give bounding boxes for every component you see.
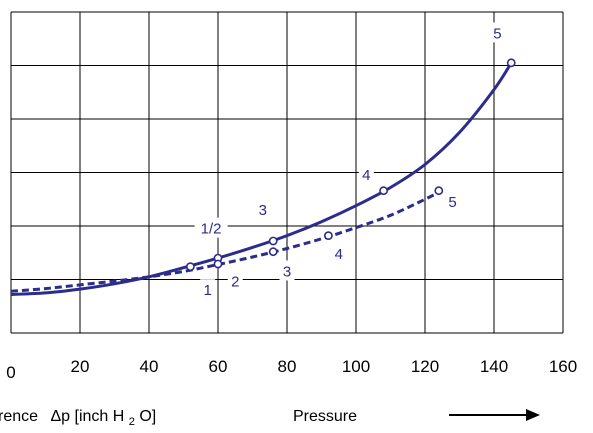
x-axis-label-main: [inch H [75, 408, 125, 425]
data-point-0 [185, 262, 195, 272]
point-label-4: 3 [283, 263, 291, 280]
data-point-3 [379, 186, 388, 196]
point-label-1: 1/2 [201, 221, 222, 238]
x-axis-label-subscript: 2 [129, 416, 135, 428]
x-tick-label-60: 60 [209, 357, 228, 376]
data-point-8 [434, 186, 444, 196]
data-point-4 [506, 58, 516, 68]
x-axis-label: rence Δp [inch H 2 O] [0, 408, 156, 429]
x-tick-label-0: 0 [6, 363, 15, 382]
point-label-bg-6 [331, 242, 347, 263]
x-tick-label-160: 160 [549, 357, 577, 376]
point-label-8: 5 [448, 194, 456, 211]
point-label-6: 4 [335, 246, 343, 263]
x-tick-label-100: 100 [342, 357, 370, 376]
point-labels: 1 1/2 2 3 3 4 4 5 5 [194, 22, 505, 300]
point-label-0: 1 [203, 282, 211, 299]
data-point-2 [268, 236, 278, 246]
x-tick-label-40: 40 [140, 357, 159, 376]
point-label-2: 2 [231, 274, 239, 291]
x-tick-label-80: 80 [278, 357, 297, 376]
x-tick-labels: 0 20 40 60 80 100 120 140 160 [6, 357, 577, 382]
x-tick-label-20: 20 [71, 357, 90, 376]
point-label-bg-3 [255, 198, 271, 219]
data-point-7 [323, 231, 333, 241]
point-label-bg-4 [279, 260, 295, 281]
point-label-7: 5 [493, 25, 501, 42]
point-label-bg-7 [489, 22, 505, 43]
point-label-bg-2 [227, 270, 243, 291]
data-point-6 [268, 247, 278, 257]
series-line-dashed [10, 189, 443, 293]
x-axis-label-prefix: rence [0, 408, 38, 425]
point-label-5: 4 [362, 167, 370, 184]
point-label-bg-1 [194, 217, 228, 238]
point-label-bg-5 [358, 164, 374, 185]
point-label-3: 3 [259, 202, 267, 219]
pressure-label: Pressure [293, 408, 357, 425]
pressure-arrow-icon [449, 409, 540, 421]
data-point-markers [185, 58, 516, 272]
x-tick-label-120: 120 [411, 357, 439, 376]
x-axis-label-delta: Δp [50, 408, 70, 425]
data-point-5 [213, 259, 223, 269]
point-label-bg-8 [445, 190, 461, 211]
x-tick-label-140: 140 [480, 357, 508, 376]
x-axis-label-tail: O] [139, 408, 156, 425]
point-label-bg-0 [200, 279, 216, 300]
